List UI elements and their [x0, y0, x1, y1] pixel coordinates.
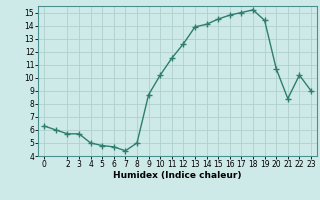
X-axis label: Humidex (Indice chaleur): Humidex (Indice chaleur)	[113, 171, 242, 180]
